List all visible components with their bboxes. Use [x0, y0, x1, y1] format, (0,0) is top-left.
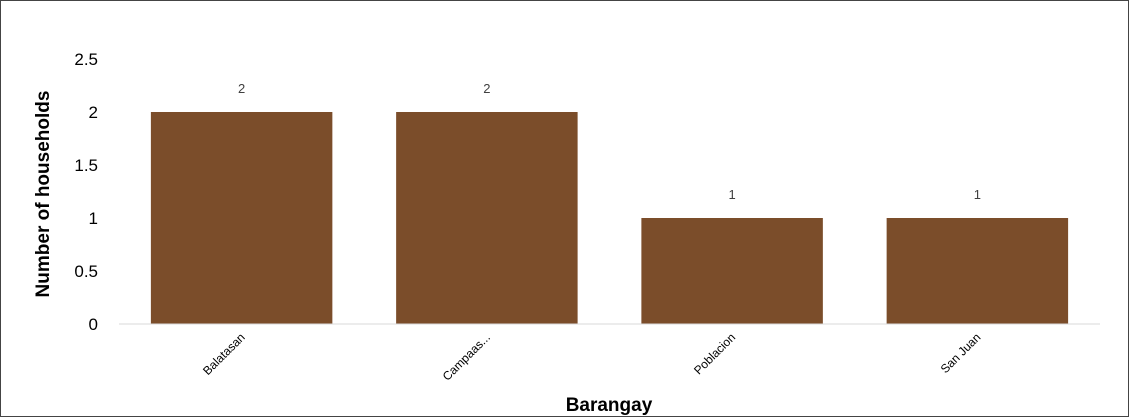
y-tick-label: 2.5 [74, 50, 98, 69]
x-axis-ticks: Balatasan Campaas... Poblacion San Juan [200, 330, 983, 383]
bars-group [150, 112, 1069, 324]
data-label: 2 [483, 81, 490, 96]
data-label: 1 [729, 187, 736, 202]
bar-san-juan [886, 218, 1069, 324]
x-tick-label: Balatasan [200, 330, 248, 378]
x-tick-label: Poblacion [691, 330, 738, 377]
x-tick-label: San Juan [938, 330, 984, 376]
y-tick-label: 1.5 [74, 156, 98, 175]
y-axis-ticks: 0 0.5 1 1.5 2 2.5 [74, 50, 98, 334]
data-labels-group: 2 2 1 1 [238, 81, 981, 202]
y-axis-title: Number of households [33, 91, 54, 298]
x-axis-title: Barangay [566, 395, 653, 416]
y-tick-label: 0.5 [74, 262, 98, 281]
bar-balatasan [150, 112, 333, 324]
y-tick-label: 1 [89, 209, 98, 228]
y-tick-label: 0 [89, 315, 98, 334]
bar-campaas [396, 112, 578, 324]
bar-poblacion [641, 218, 823, 324]
data-label: 2 [238, 81, 245, 96]
y-tick-label: 2 [89, 103, 98, 122]
x-tick-label: Campaas... [440, 330, 493, 383]
data-label: 1 [974, 187, 981, 202]
